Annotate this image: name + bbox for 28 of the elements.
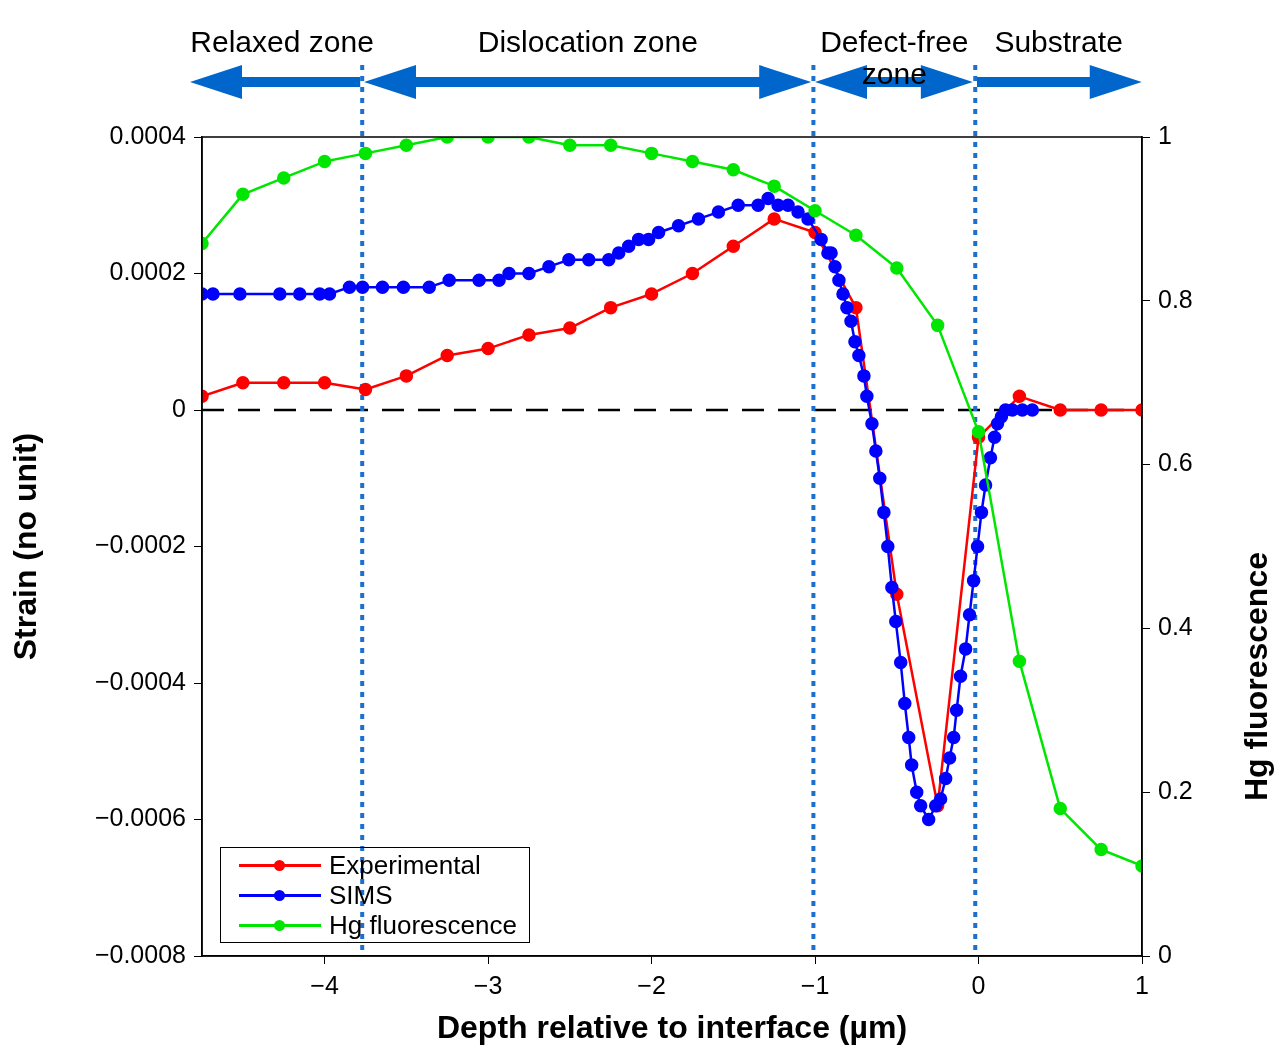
y-tick-label: 0.0002 (109, 257, 186, 286)
x-tick-label: −1 (800, 970, 830, 999)
legend-label: Hg fluorescence (329, 910, 517, 940)
x-tick-label: −3 (473, 970, 503, 999)
x-tick-label: −4 (310, 970, 339, 999)
x-tick-label: 1 (1135, 970, 1149, 999)
text: Relaxed zone (189, 25, 375, 58)
text: Substrate (994, 25, 1123, 58)
y2-tick-label: 0.4 (1158, 612, 1193, 641)
y2-tick-label: 1 (1158, 120, 1172, 149)
legend-label: Experimental (329, 850, 481, 880)
y-tick-label: −0.0004 (94, 666, 187, 695)
y-tick-label: 0 (172, 393, 186, 422)
x-tick-label: −2 (637, 970, 666, 999)
y-tick-label: −0.0006 (94, 803, 186, 832)
legend-label: SIMS (329, 880, 393, 910)
y-tick-label: −0.0008 (94, 939, 186, 968)
y2-tick-label: 0 (1158, 939, 1172, 968)
y-axis-title: Strain (no unit) (7, 432, 44, 661)
x-axis-title: Depth relative to interface (µm) (436, 1008, 908, 1045)
x-tick-label: 0 (971, 970, 986, 999)
y-tick-label: 0.0004 (109, 120, 187, 149)
text: Dislocation zone (477, 25, 698, 58)
y2-tick-label: 0.8 (1158, 284, 1193, 313)
y2-axis-title: Hg fluorescence (1237, 552, 1274, 801)
y2-tick-label: 0.2 (1158, 776, 1193, 805)
y-tick-label: −0.0002 (94, 530, 186, 559)
y2-tick-label: 0.6 (1158, 448, 1193, 477)
